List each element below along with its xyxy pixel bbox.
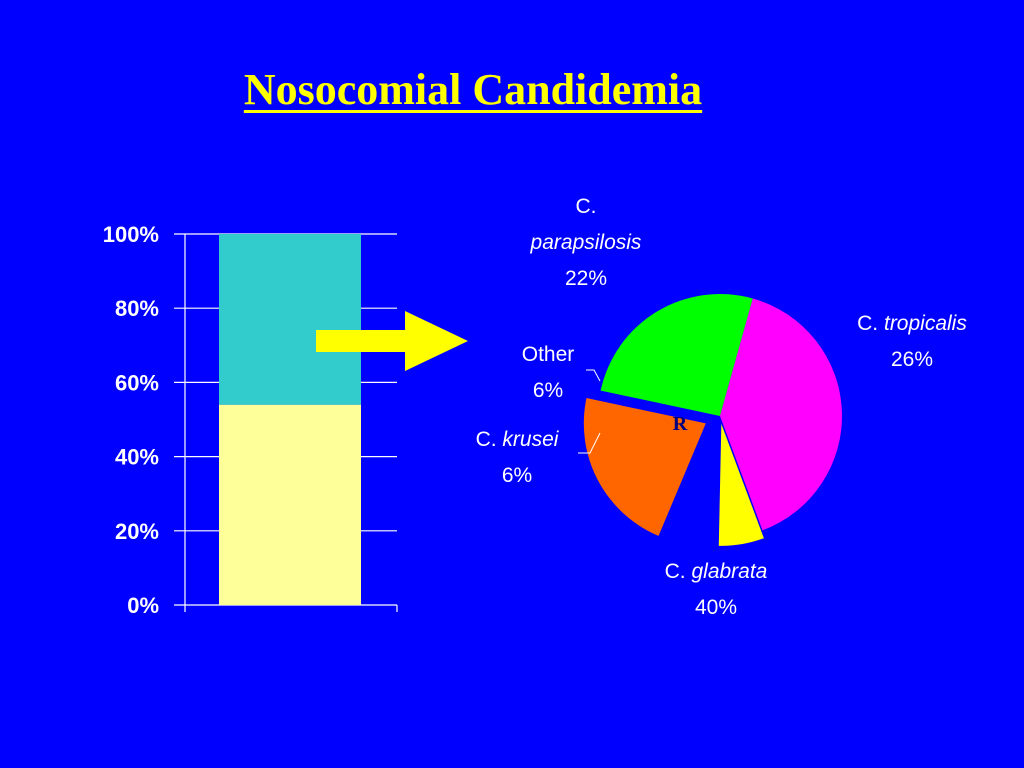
arrow-icon — [316, 311, 468, 371]
pie-chart: R C. tropicalis 26% C. glabrata 40% C. krusei… — [476, 195, 968, 619]
pie-label-1: C. glabrata 40% — [665, 560, 768, 619]
y-tick-label: 0% — [127, 593, 159, 618]
pie-slice-3 — [672, 416, 720, 538]
leader-line-krusei — [578, 432, 601, 454]
pie-label-2: C. krusei 6% — [476, 428, 560, 487]
y-tick-label: 80% — [115, 296, 159, 321]
y-tick-label: 20% — [115, 519, 159, 544]
pie-slice-1 — [720, 298, 842, 531]
slide-title: Nosocomial Candidemia — [243, 65, 703, 114]
pie-label-4: C. parapsilosis 22% — [530, 195, 642, 290]
arrow-shape — [316, 311, 468, 371]
pie-slice-2 — [718, 423, 764, 546]
pie-slice-0 — [600, 294, 753, 416]
bar-segment-0 — [219, 404, 361, 605]
leader-line-other — [586, 369, 601, 382]
pie-slice-4 — [583, 398, 706, 536]
y-tick-label: 60% — [115, 370, 159, 395]
y-tick-label: 40% — [115, 445, 159, 470]
bar-segment-1 — [219, 234, 361, 405]
pie-label-0: C. tropicalis 26% — [857, 312, 967, 371]
y-tick-label: 100% — [103, 222, 159, 247]
stacked-bar-chart: 0% 20% 40% 60% 80% 100% — [103, 222, 398, 618]
pie-inner-marker: R — [673, 413, 688, 435]
pie-label-3: Other 6% — [522, 343, 575, 402]
